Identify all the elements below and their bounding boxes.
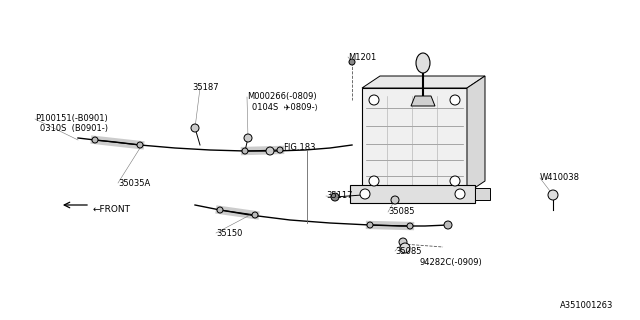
Circle shape xyxy=(548,190,558,200)
Text: A351001263: A351001263 xyxy=(560,300,613,309)
Text: ←FRONT: ←FRONT xyxy=(93,205,131,214)
Circle shape xyxy=(399,238,407,246)
Circle shape xyxy=(444,221,452,229)
Bar xyxy=(350,185,475,203)
Text: 0310S  (B0901-): 0310S (B0901-) xyxy=(40,124,108,133)
Circle shape xyxy=(349,59,355,65)
Text: M1201: M1201 xyxy=(348,52,376,61)
Circle shape xyxy=(244,134,252,142)
Circle shape xyxy=(360,189,370,199)
Polygon shape xyxy=(467,76,485,193)
Circle shape xyxy=(217,207,223,213)
Text: 35150: 35150 xyxy=(216,228,243,237)
Bar xyxy=(362,88,467,193)
Text: 0104S  ✈0809-⟩: 0104S ✈0809-⟩ xyxy=(252,102,318,111)
Text: M000266(-0809): M000266(-0809) xyxy=(247,92,317,101)
Text: 35117: 35117 xyxy=(326,191,353,201)
Circle shape xyxy=(450,176,460,186)
Circle shape xyxy=(391,196,399,204)
Polygon shape xyxy=(411,96,435,106)
Polygon shape xyxy=(362,76,485,88)
Text: W410038: W410038 xyxy=(540,173,580,182)
Text: 35085: 35085 xyxy=(388,207,415,217)
Text: 35085: 35085 xyxy=(395,246,422,255)
Circle shape xyxy=(455,189,465,199)
Circle shape xyxy=(242,148,248,154)
Text: 35187: 35187 xyxy=(192,84,219,92)
Text: FIG.183: FIG.183 xyxy=(283,143,316,153)
Circle shape xyxy=(407,223,413,229)
Text: P100151(-B0901): P100151(-B0901) xyxy=(35,115,108,124)
Circle shape xyxy=(367,222,373,228)
Circle shape xyxy=(92,137,98,143)
Ellipse shape xyxy=(416,53,430,73)
Circle shape xyxy=(252,212,258,218)
Circle shape xyxy=(191,124,199,132)
Circle shape xyxy=(137,142,143,148)
Circle shape xyxy=(369,95,379,105)
Circle shape xyxy=(277,147,283,153)
Circle shape xyxy=(369,176,379,186)
Circle shape xyxy=(266,147,274,155)
Circle shape xyxy=(400,243,410,253)
Circle shape xyxy=(331,193,339,201)
Bar xyxy=(475,188,490,200)
Text: 35035A: 35035A xyxy=(118,179,150,188)
Text: 94282C(-0909): 94282C(-0909) xyxy=(420,258,483,267)
Circle shape xyxy=(450,95,460,105)
